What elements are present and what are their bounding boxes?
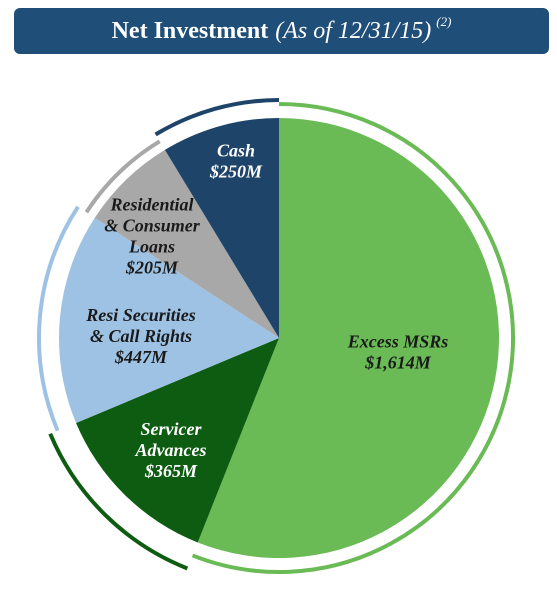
slice-label-line: & Call Rights <box>90 326 192 346</box>
slice-label-line: Excess MSRs <box>347 332 449 352</box>
footnote-marker: (2) <box>436 14 452 29</box>
slice-label-resi-securities: Resi Securities & Call Rights $447M <box>85 305 196 367</box>
chart-title: Net Investment <box>111 17 269 44</box>
ring-arc-resi-securities <box>37 205 80 432</box>
slice-label-line: Servicer <box>141 419 203 439</box>
slice-label-line: $1,614M <box>364 353 432 373</box>
slice-label-cash: Cash $250M <box>209 141 263 182</box>
chart-subtitle: (As of 12/31/15) <box>275 17 432 44</box>
slice-label-servicer-advances: Servicer Advances $365M <box>135 419 207 481</box>
chart-title-banner: Net Investment (As of 12/31/15) (2) <box>14 8 549 54</box>
slice-label-line: Resi Securities <box>85 305 196 325</box>
slice-label-line: Advances <box>135 440 207 460</box>
ring-arc-servicer-advances <box>48 432 189 571</box>
pie-slice-consumer-loans <box>94 149 280 338</box>
slice-label-line: $250M <box>209 162 263 182</box>
slice-label-line: Residential <box>109 195 193 215</box>
pie-slice-cash <box>164 118 279 338</box>
pie-slice-servicer-advances <box>76 338 279 543</box>
ring-arc-cash <box>154 98 280 137</box>
slice-label-line: Cash <box>217 141 255 161</box>
ring-arc-excess-msrs <box>191 102 515 574</box>
pie-slice-excess-msrs <box>197 118 500 558</box>
slice-label-line: $447M <box>114 347 168 367</box>
slice-label-excess-msrs: Excess MSRs $1,614M <box>347 332 449 373</box>
slice-label-consumer-loans: Residential & Consumer Loans $205M <box>104 195 201 278</box>
slice-label-line: Loans <box>128 237 175 257</box>
slice-label-line: & Consumer <box>104 216 201 236</box>
pie-slice-resi-securities <box>58 217 279 423</box>
slice-label-line: $365M <box>144 461 198 481</box>
ring-arc-consumer-loans <box>84 139 161 214</box>
slice-label-line: $205M <box>125 258 179 278</box>
